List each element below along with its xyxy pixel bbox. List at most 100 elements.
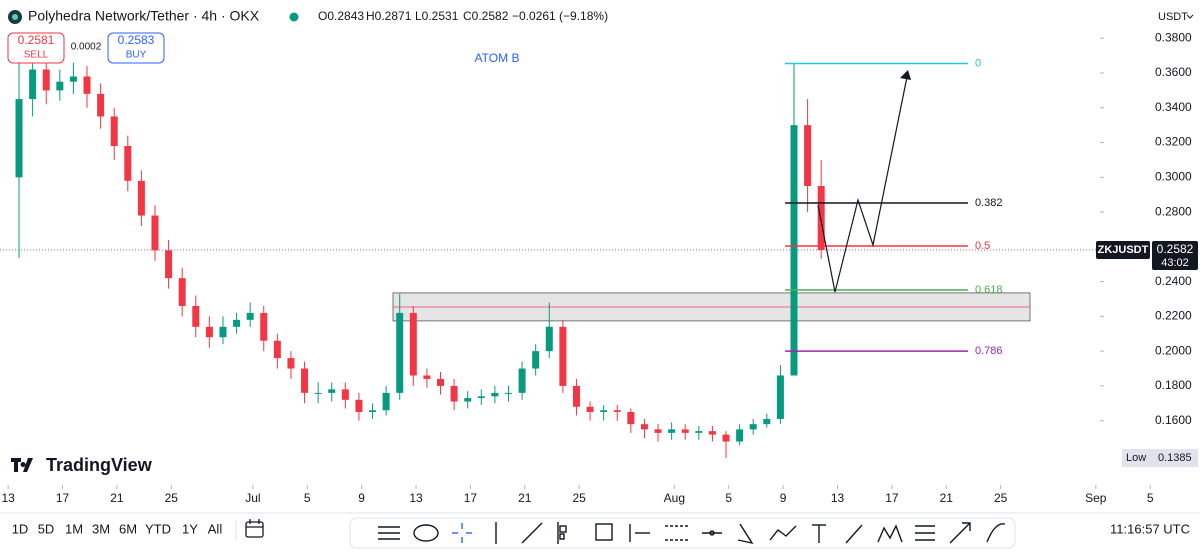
market-status — [289, 12, 299, 22]
range-button[interactable]: 1Y — [182, 521, 198, 536]
candle-body — [15, 99, 23, 178]
candle-body — [437, 378, 445, 386]
candle-body — [110, 116, 118, 147]
candle-body — [708, 431, 716, 435]
candle-body — [369, 410, 377, 412]
candle-body — [219, 326, 227, 338]
y-tick-label: 0.2200 — [1155, 309, 1192, 323]
tool-arrow[interactable] — [949, 522, 971, 544]
price-tag — [1152, 240, 1198, 270]
tool-price-range[interactable] — [629, 524, 650, 542]
tool-fib[interactable] — [557, 522, 567, 544]
tool-triangle[interactable] — [737, 523, 754, 545]
candle-body — [287, 358, 295, 369]
tool-text[interactable] — [812, 524, 826, 543]
x-tick-label: 13 — [831, 491, 845, 505]
range-button[interactable]: All — [208, 521, 223, 536]
y-tick-label: 0.3400 — [1155, 100, 1192, 114]
candle-body — [532, 351, 540, 369]
x-tick-label: Jul — [245, 491, 260, 505]
drawing-tools — [378, 522, 1006, 545]
tool-crosshair[interactable] — [452, 523, 472, 543]
candle-body — [423, 375, 431, 379]
tool-pattern[interactable] — [877, 524, 903, 543]
candle-body — [722, 434, 730, 442]
sell-price: 0.2581 — [18, 33, 55, 47]
tool-rectangle[interactable] — [595, 523, 613, 541]
sell-button[interactable] — [7, 32, 65, 64]
x-tick-label: 5 — [304, 491, 311, 505]
tool-path[interactable] — [769, 525, 797, 541]
candle-body — [600, 410, 608, 412]
tool-brush[interactable] — [845, 524, 863, 544]
currency-selector[interactable]: USDT — [1158, 11, 1188, 23]
candle-body — [572, 385, 580, 407]
candle-body — [151, 215, 159, 251]
range-button[interactable]: 1M — [65, 521, 83, 536]
candle-body — [776, 375, 784, 419]
tool-lines[interactable] — [378, 526, 400, 540]
date-range-button[interactable] — [245, 519, 264, 538]
candle-body — [246, 312, 254, 320]
price-tag-value: 0.2582 — [1157, 242, 1194, 256]
candle-body — [627, 411, 635, 425]
candle-body — [749, 424, 757, 430]
candle-body — [763, 418, 771, 425]
brand-name: TradingView — [46, 455, 153, 475]
candle-body — [736, 429, 744, 442]
y-tick-label: 0.1800 — [1155, 378, 1192, 392]
tool-measure[interactable] — [915, 525, 935, 541]
candle-body — [97, 93, 105, 117]
fib-label: 0 — [975, 57, 981, 69]
candle-body — [83, 76, 91, 94]
fib-label: 0.618 — [975, 284, 1003, 296]
ohlc-change: −0.0261 (−9.18%) — [512, 9, 608, 23]
currency-caret — [1186, 14, 1194, 19]
range-button[interactable]: 5D — [38, 521, 55, 536]
brand-logo — [11, 458, 33, 472]
range-button[interactable]: 6M — [119, 521, 137, 536]
y-tick-label: 0.2400 — [1155, 274, 1192, 288]
x-tick-label: 9 — [358, 491, 365, 505]
ohlc-high: H0.2871 — [366, 9, 412, 23]
x-tick-label: 21 — [518, 491, 532, 505]
x-tick-label: 17 — [885, 491, 899, 505]
x-tick-label: Sep — [1085, 491, 1107, 505]
low-tag-bg — [1122, 449, 1198, 468]
symbol-title[interactable]: Polyhedra Network/Tether · 4h · OKX — [28, 8, 260, 24]
buy-button[interactable] — [107, 32, 165, 64]
candle-body — [273, 340, 281, 359]
tool-channel[interactable] — [665, 525, 690, 541]
range-button[interactable]: 1D — [12, 521, 29, 536]
fib-label: 0.382 — [975, 197, 1003, 209]
candle-body — [545, 326, 553, 352]
low-tag-label: Low — [1126, 452, 1146, 464]
y-tick-label: 0.3000 — [1155, 169, 1192, 183]
candle-body — [396, 312, 404, 393]
candle-body — [56, 81, 64, 91]
tool-ray[interactable] — [702, 530, 722, 536]
candle-body — [817, 186, 825, 250]
range-buttons: 1D 5D 1M 3M 6M YTD 1Y All — [12, 521, 223, 536]
buy-label: BUY — [126, 50, 147, 61]
candle-body — [409, 312, 417, 376]
sell-label: SELL — [24, 50, 49, 61]
y-tick-label: 0.1600 — [1155, 413, 1192, 427]
x-tick-label: 25 — [165, 491, 179, 505]
range-button[interactable]: 3M — [92, 521, 110, 536]
range-button[interactable]: YTD — [145, 521, 171, 536]
candle-body — [301, 368, 309, 393]
candle-body — [42, 69, 50, 91]
projection-path — [817, 71, 909, 293]
projection-arrowhead — [900, 70, 911, 80]
tool-ellipse[interactable] — [413, 524, 439, 542]
candle-body — [137, 180, 145, 216]
candle-body — [328, 389, 336, 393]
fib-label: 0.5 — [975, 240, 990, 252]
tool-trend-line[interactable] — [521, 522, 543, 544]
candle-body — [586, 406, 594, 412]
candle-body — [695, 431, 703, 433]
tool-curve[interactable] — [986, 523, 1006, 543]
